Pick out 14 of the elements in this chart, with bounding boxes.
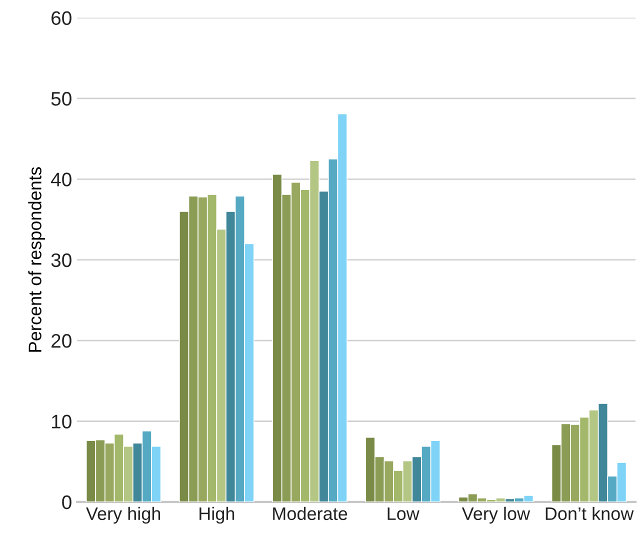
y-tick-label: 30 xyxy=(51,253,72,268)
y-axis-title: Percent of respondents xyxy=(28,167,45,352)
x-tick-label: Don’t know xyxy=(546,506,634,520)
y-tick-label: 60 xyxy=(52,11,72,25)
y-tick-label: 0 xyxy=(62,495,72,510)
x-tick-label: Very low xyxy=(462,506,530,524)
y-tick-label: 40 xyxy=(51,172,72,186)
x-tick-label: Low xyxy=(388,507,420,520)
y-tick-label: 10 xyxy=(52,414,72,428)
y-tick-label: 50 xyxy=(51,92,72,106)
x-tick-label: Moderate xyxy=(273,506,348,520)
y-tick-label: 20 xyxy=(52,334,72,348)
x-tick-label: High xyxy=(200,506,234,524)
x-tick-label: Very high xyxy=(86,506,160,524)
